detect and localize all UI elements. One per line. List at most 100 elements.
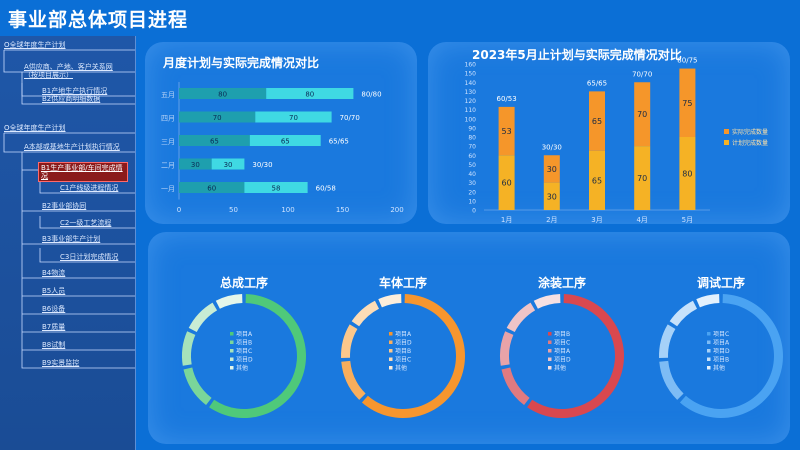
bar-plan-4 xyxy=(679,137,696,210)
monthly-chart-title: 月度计划与实际完成情况对比 xyxy=(163,56,320,70)
bar-actual-label-1: 70 xyxy=(289,114,298,122)
tree-node-equipment[interactable]: B6设备 xyxy=(42,305,66,313)
donut-0-slice-2 xyxy=(182,331,196,366)
x-category-label-4: 5月 xyxy=(682,216,693,224)
tree-connectors xyxy=(3,49,135,369)
donut-0-legend-label-2: 项目C xyxy=(236,348,252,355)
donut-0-legend-swatch-0 xyxy=(230,332,234,336)
y-tick-label-5: 50 xyxy=(468,162,476,169)
donut-1-legend-label-1: 项目D xyxy=(395,340,412,347)
page-title: 事业部总体项目进程 xyxy=(8,9,189,31)
donut-2-slice-3 xyxy=(506,302,536,333)
donut-3-legend-swatch-3 xyxy=(707,357,711,361)
bar-top-label-2: 65/65 xyxy=(587,79,607,87)
y-tick-label-10: 100 xyxy=(465,116,477,123)
donut-3-legend-swatch-1 xyxy=(707,340,711,344)
donut-0-legend-swatch-2 xyxy=(230,349,234,353)
stacked-chart-card: 2023年5月止计划与实际完成情况对比 0 10 20 30 40 50 60 70 80 90 1… xyxy=(428,42,790,224)
tree-node-origin-production[interactable]: B1产地生产执行情况 xyxy=(42,87,108,95)
legend-swatch-0 xyxy=(724,129,729,134)
bar-actual-label-1: 30 xyxy=(547,165,557,174)
y-tick-label-9: 90 xyxy=(468,125,476,132)
donut-title-assembly: 总成工序 xyxy=(219,276,268,290)
bar-end-label-1: 70/70 xyxy=(340,114,360,122)
bar-plan-3 xyxy=(179,158,212,170)
donut-3-legend-label-4: 其他 xyxy=(713,364,725,372)
donut-1-legend-swatch-4 xyxy=(389,366,393,370)
donut-1-slice-4 xyxy=(378,294,402,308)
tree-node-line-progress[interactable]: C1产线级进程情况 xyxy=(60,184,119,192)
tree-node-division-plan[interactable]: B3事业部生产计划 xyxy=(42,235,101,243)
bar-plan-3 xyxy=(634,146,651,210)
y-tick-label-2: 20 xyxy=(468,189,476,196)
bar-end-label-4: 60/58 xyxy=(316,185,336,193)
bar-top-label-4: 80/75 xyxy=(677,57,697,65)
bar-plan-label-1: 30 xyxy=(547,192,557,201)
tree-node-quality[interactable]: B7质量 xyxy=(42,323,66,331)
bar-actual-label-3: 30 xyxy=(224,161,233,169)
bar-actual-label-3: 70 xyxy=(637,110,647,119)
tree-node-personnel[interactable]: B5人员 xyxy=(42,287,66,295)
tree-node-global-plan-2[interactable]: O全球年度生产计划 xyxy=(4,124,66,132)
donut-3-slice-4 xyxy=(696,294,720,308)
donut-2-legend-swatch-1 xyxy=(548,340,552,344)
y-tick-label-13: 130 xyxy=(465,89,477,96)
bar-plan-label-0: 80 xyxy=(218,91,227,99)
monthly-bar-chart: 0 50 100 150 200 五月 80 80 80/80 四月 70 70 70/70 三月 65 65… xyxy=(161,82,404,214)
donut-title-paint: 涂装工序 xyxy=(537,276,586,290)
donut-3-legend-label-1: 项目A xyxy=(713,340,730,347)
donut-1-legend-swatch-2 xyxy=(389,349,393,353)
donut-3-legend-label-0: 项目C xyxy=(713,331,729,338)
donut-0-legend-label-0: 项目A xyxy=(236,331,253,338)
donut-1-legend-label-4: 其他 xyxy=(395,364,407,372)
bar-end-label-2: 65/65 xyxy=(329,138,349,146)
bar-actual-label-4: 58 xyxy=(272,185,281,193)
tree-node-daily-plan[interactable]: C3日计划完成情况 xyxy=(60,253,119,261)
bar-plan-0 xyxy=(498,155,515,210)
bar-plan-2 xyxy=(589,150,605,210)
monthly-chart-card: 月度计划与实际完成情况对比 0 50 100 150 200 五月 80 80 80/80 四月 7… xyxy=(145,42,417,224)
donut-0-slice-1 xyxy=(183,367,212,406)
x-category-label-2: 3月 xyxy=(591,216,602,224)
donut-2-legend-label-1: 项目C xyxy=(554,340,570,347)
y-category-label-3: 二月 xyxy=(161,162,175,170)
donut-0-legend-swatch-4 xyxy=(230,366,234,370)
tree-node-supplier-detail[interactable]: B2供应商明细数据 xyxy=(42,95,101,103)
y-tick-label-7: 70 xyxy=(468,144,476,151)
bar-plan-label-1: 70 xyxy=(213,114,222,122)
donut-1-legend-label-0: 项目A xyxy=(395,331,412,338)
donut-0-legend-swatch-1 xyxy=(230,340,234,344)
tree-node-supplier-network[interactable]: A供应商、产地、客户关系网（按项目展示） xyxy=(24,63,113,79)
bar-plan-1 xyxy=(543,182,560,210)
y-tick-label-11: 110 xyxy=(465,107,477,114)
x-tick-label-1: 50 xyxy=(229,206,238,214)
tree-node-global-plan-1[interactable]: O全球年度生产计划 xyxy=(4,41,66,49)
tree-node-trial[interactable]: B8试制 xyxy=(42,341,66,349)
donut-1-legend-swatch-1 xyxy=(389,340,393,344)
tree-node-process-flow[interactable]: C2一级工艺流程 xyxy=(60,219,112,227)
donut-3-legend-swatch-0 xyxy=(707,332,711,336)
donut-2-legend-swatch-3 xyxy=(548,357,552,361)
bar-actual-2 xyxy=(589,91,605,151)
bar-plan-label-4: 80 xyxy=(682,170,692,179)
tree-node-base-plan-execution[interactable]: A本部或基地生产计划执行情况 xyxy=(24,143,120,151)
donut-1-legend-label-3: 项目C xyxy=(395,357,411,364)
donut-title-body: 车体工序 xyxy=(378,276,427,290)
tree-node-live-monitor[interactable]: B9实景监控 xyxy=(42,359,80,367)
bar-actual-1 xyxy=(255,111,332,123)
y-tick-label-4: 40 xyxy=(468,171,476,178)
tree-node-division-collab[interactable]: B2事业部协同 xyxy=(42,202,87,210)
y-tick-label-16: 160 xyxy=(465,62,477,69)
bar-plan-label-0: 60 xyxy=(502,179,512,188)
donut-0-slice-0 xyxy=(209,294,306,418)
x-tick-label-2: 100 xyxy=(281,206,294,214)
bar-top-label-1: 30/30 xyxy=(542,143,562,151)
donut-3-slice-3 xyxy=(669,300,698,327)
donut-3-legend-label-3: 项目B xyxy=(713,357,729,364)
tree-node-logistics[interactable]: B4物流 xyxy=(42,269,66,277)
bar-actual-0 xyxy=(266,88,354,99)
tree-node-division-completion[interactable]: B1生产事业部/车间完成情况 xyxy=(38,162,128,182)
legend-label-1: 计划完成数量 xyxy=(732,139,768,147)
y-tick-label-6: 60 xyxy=(468,153,476,160)
legend-label-0: 实际完成数量 xyxy=(732,128,768,136)
